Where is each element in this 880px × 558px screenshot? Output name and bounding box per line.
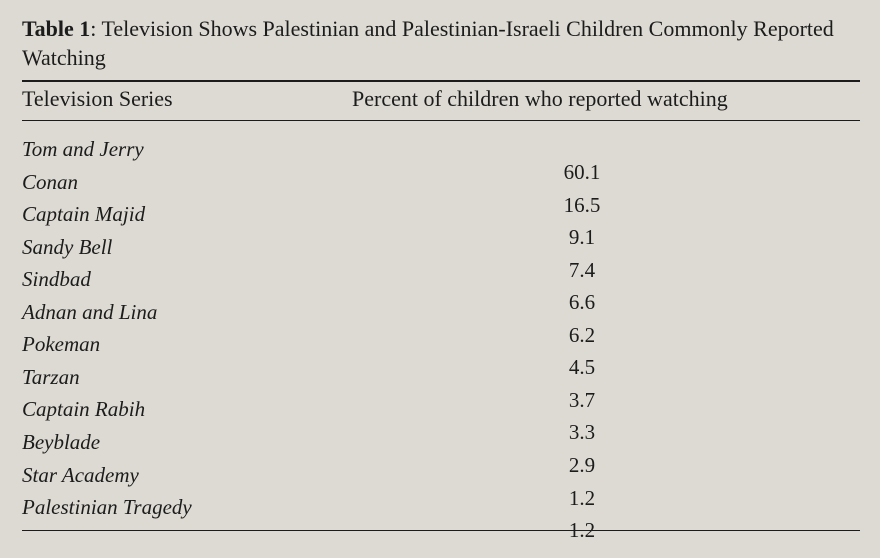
cell-percent: 9.1	[569, 221, 595, 254]
table-row: Captain Rabih 3.3	[22, 393, 860, 426]
table-row: Star Academy 1.2	[22, 459, 860, 492]
cell-series: Conan	[22, 166, 352, 199]
table-row: Sandy Bell 7.4	[22, 231, 860, 264]
table-row: Tarzan 3.7	[22, 361, 860, 394]
cell-series: Sandy Bell	[22, 231, 352, 264]
column-header-percent: Percent of children who reported watchin…	[352, 86, 860, 112]
cell-series: Tarzan	[22, 361, 352, 394]
cell-percent: 6.2	[569, 319, 595, 352]
cell-percent: 6.6	[569, 286, 595, 319]
table-caption: Table 1: Television Shows Palestinian an…	[22, 14, 860, 72]
table-row: Palestinian Tragedy 1.2	[22, 491, 860, 524]
table-row: Beyblade 2.9	[22, 426, 860, 459]
cell-series: Captain Majid	[22, 198, 352, 231]
table-caption-text: Television Shows Palestinian and Palesti…	[22, 16, 834, 70]
cell-percent: 60.1	[564, 156, 601, 189]
table-bottom-rule	[22, 530, 860, 531]
table-body: Tom and Jerry 60.1 Conan 16.5 Captain Ma…	[22, 121, 860, 524]
cell-series: Beyblade	[22, 426, 352, 459]
cell-series: Captain Rabih	[22, 393, 352, 426]
cell-percent: 3.7	[569, 384, 595, 417]
table-row: Tom and Jerry 60.1	[22, 133, 860, 166]
cell-series: Adnan and Lina	[22, 296, 352, 329]
table-row: Conan 16.5	[22, 166, 860, 199]
table-figure: Table 1: Television Shows Palestinian an…	[0, 0, 880, 558]
table-row: Pokeman 4.5	[22, 328, 860, 361]
cell-series: Palestinian Tragedy	[22, 491, 352, 524]
cell-percent: 2.9	[569, 449, 595, 482]
table-row: Sindbad 6.6	[22, 263, 860, 296]
cell-series: Pokeman	[22, 328, 352, 361]
cell-series: Star Academy	[22, 459, 352, 492]
table-caption-label: Table 1	[22, 16, 90, 41]
cell-percent: 1.2	[569, 482, 595, 515]
table-header-row: Television Series Percent of children wh…	[22, 82, 860, 120]
cell-percent: 4.5	[569, 351, 595, 384]
cell-percent: 16.5	[564, 189, 601, 222]
cell-percent: 1.2	[569, 514, 595, 547]
table-caption-separator: :	[90, 16, 96, 41]
cell-percent: 3.3	[569, 416, 595, 449]
table-row: Adnan and Lina 6.2	[22, 296, 860, 329]
cell-percent: 7.4	[569, 254, 595, 287]
cell-series: Sindbad	[22, 263, 352, 296]
cell-series: Tom and Jerry	[22, 133, 352, 166]
table-row: Captain Majid 9.1	[22, 198, 860, 231]
column-header-series: Television Series	[22, 86, 352, 112]
